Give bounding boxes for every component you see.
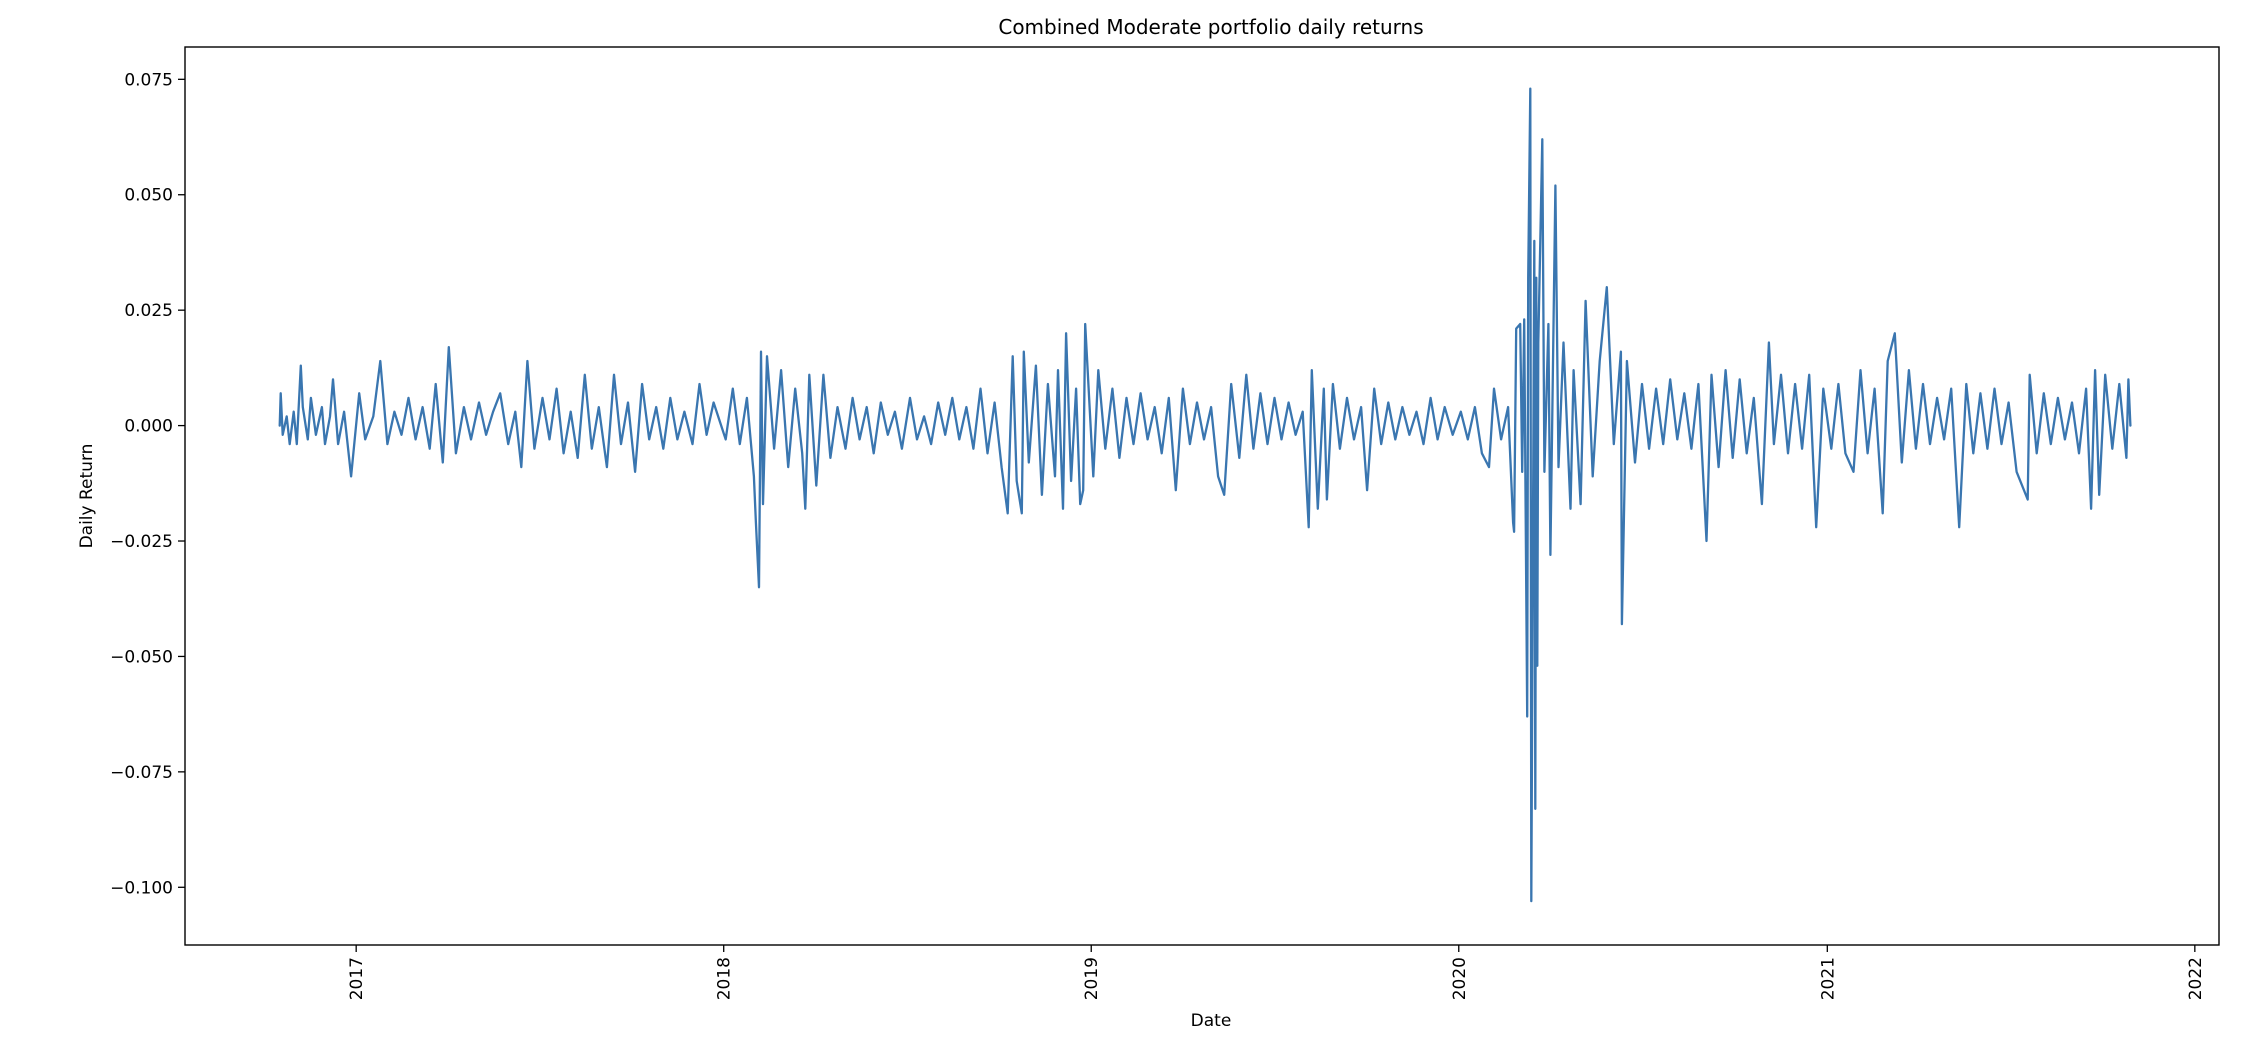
- y-tick-label: −0.025: [110, 532, 173, 552]
- series-layer: [278, 87, 2132, 903]
- y-tick-label: 0.050: [124, 186, 173, 206]
- x-tick-label: 2021: [1818, 957, 1838, 1000]
- x-tick-label: 2017: [347, 957, 367, 1000]
- x-tick-label: 2019: [1082, 957, 1102, 1000]
- x-tick-label: 2022: [2186, 957, 2206, 1000]
- y-tick-label: 0.000: [124, 417, 173, 437]
- y-tick-label: −0.050: [110, 647, 173, 667]
- y-tick-label: −0.075: [110, 763, 173, 783]
- x-tick-label: 2020: [1450, 957, 1470, 1000]
- x-tick-label: 2018: [715, 957, 735, 1000]
- y-tick-label: 0.075: [124, 70, 173, 90]
- plot-frame: [184, 46, 2220, 946]
- chart-title: Combined Moderate portfolio daily return…: [998, 15, 1423, 39]
- y-axis-label: Daily Return: [77, 444, 97, 549]
- plot-area: 0.075 0.050 0.025 0.000 −0.025 −0.050 −0.075 −0…: [110, 46, 2220, 1000]
- y-tick-label: 0.025: [124, 301, 173, 321]
- series-line-0: [278, 87, 2132, 903]
- y-tick-label: −0.100: [110, 878, 173, 898]
- x-axis-label: Date: [1191, 1011, 1232, 1031]
- y-axis: 0.075 0.050 0.025 0.000 −0.025 −0.050 −0.075 −0…: [110, 70, 185, 898]
- x-axis: 2017 2018 2019 2020 2021 2022: [347, 945, 2206, 1000]
